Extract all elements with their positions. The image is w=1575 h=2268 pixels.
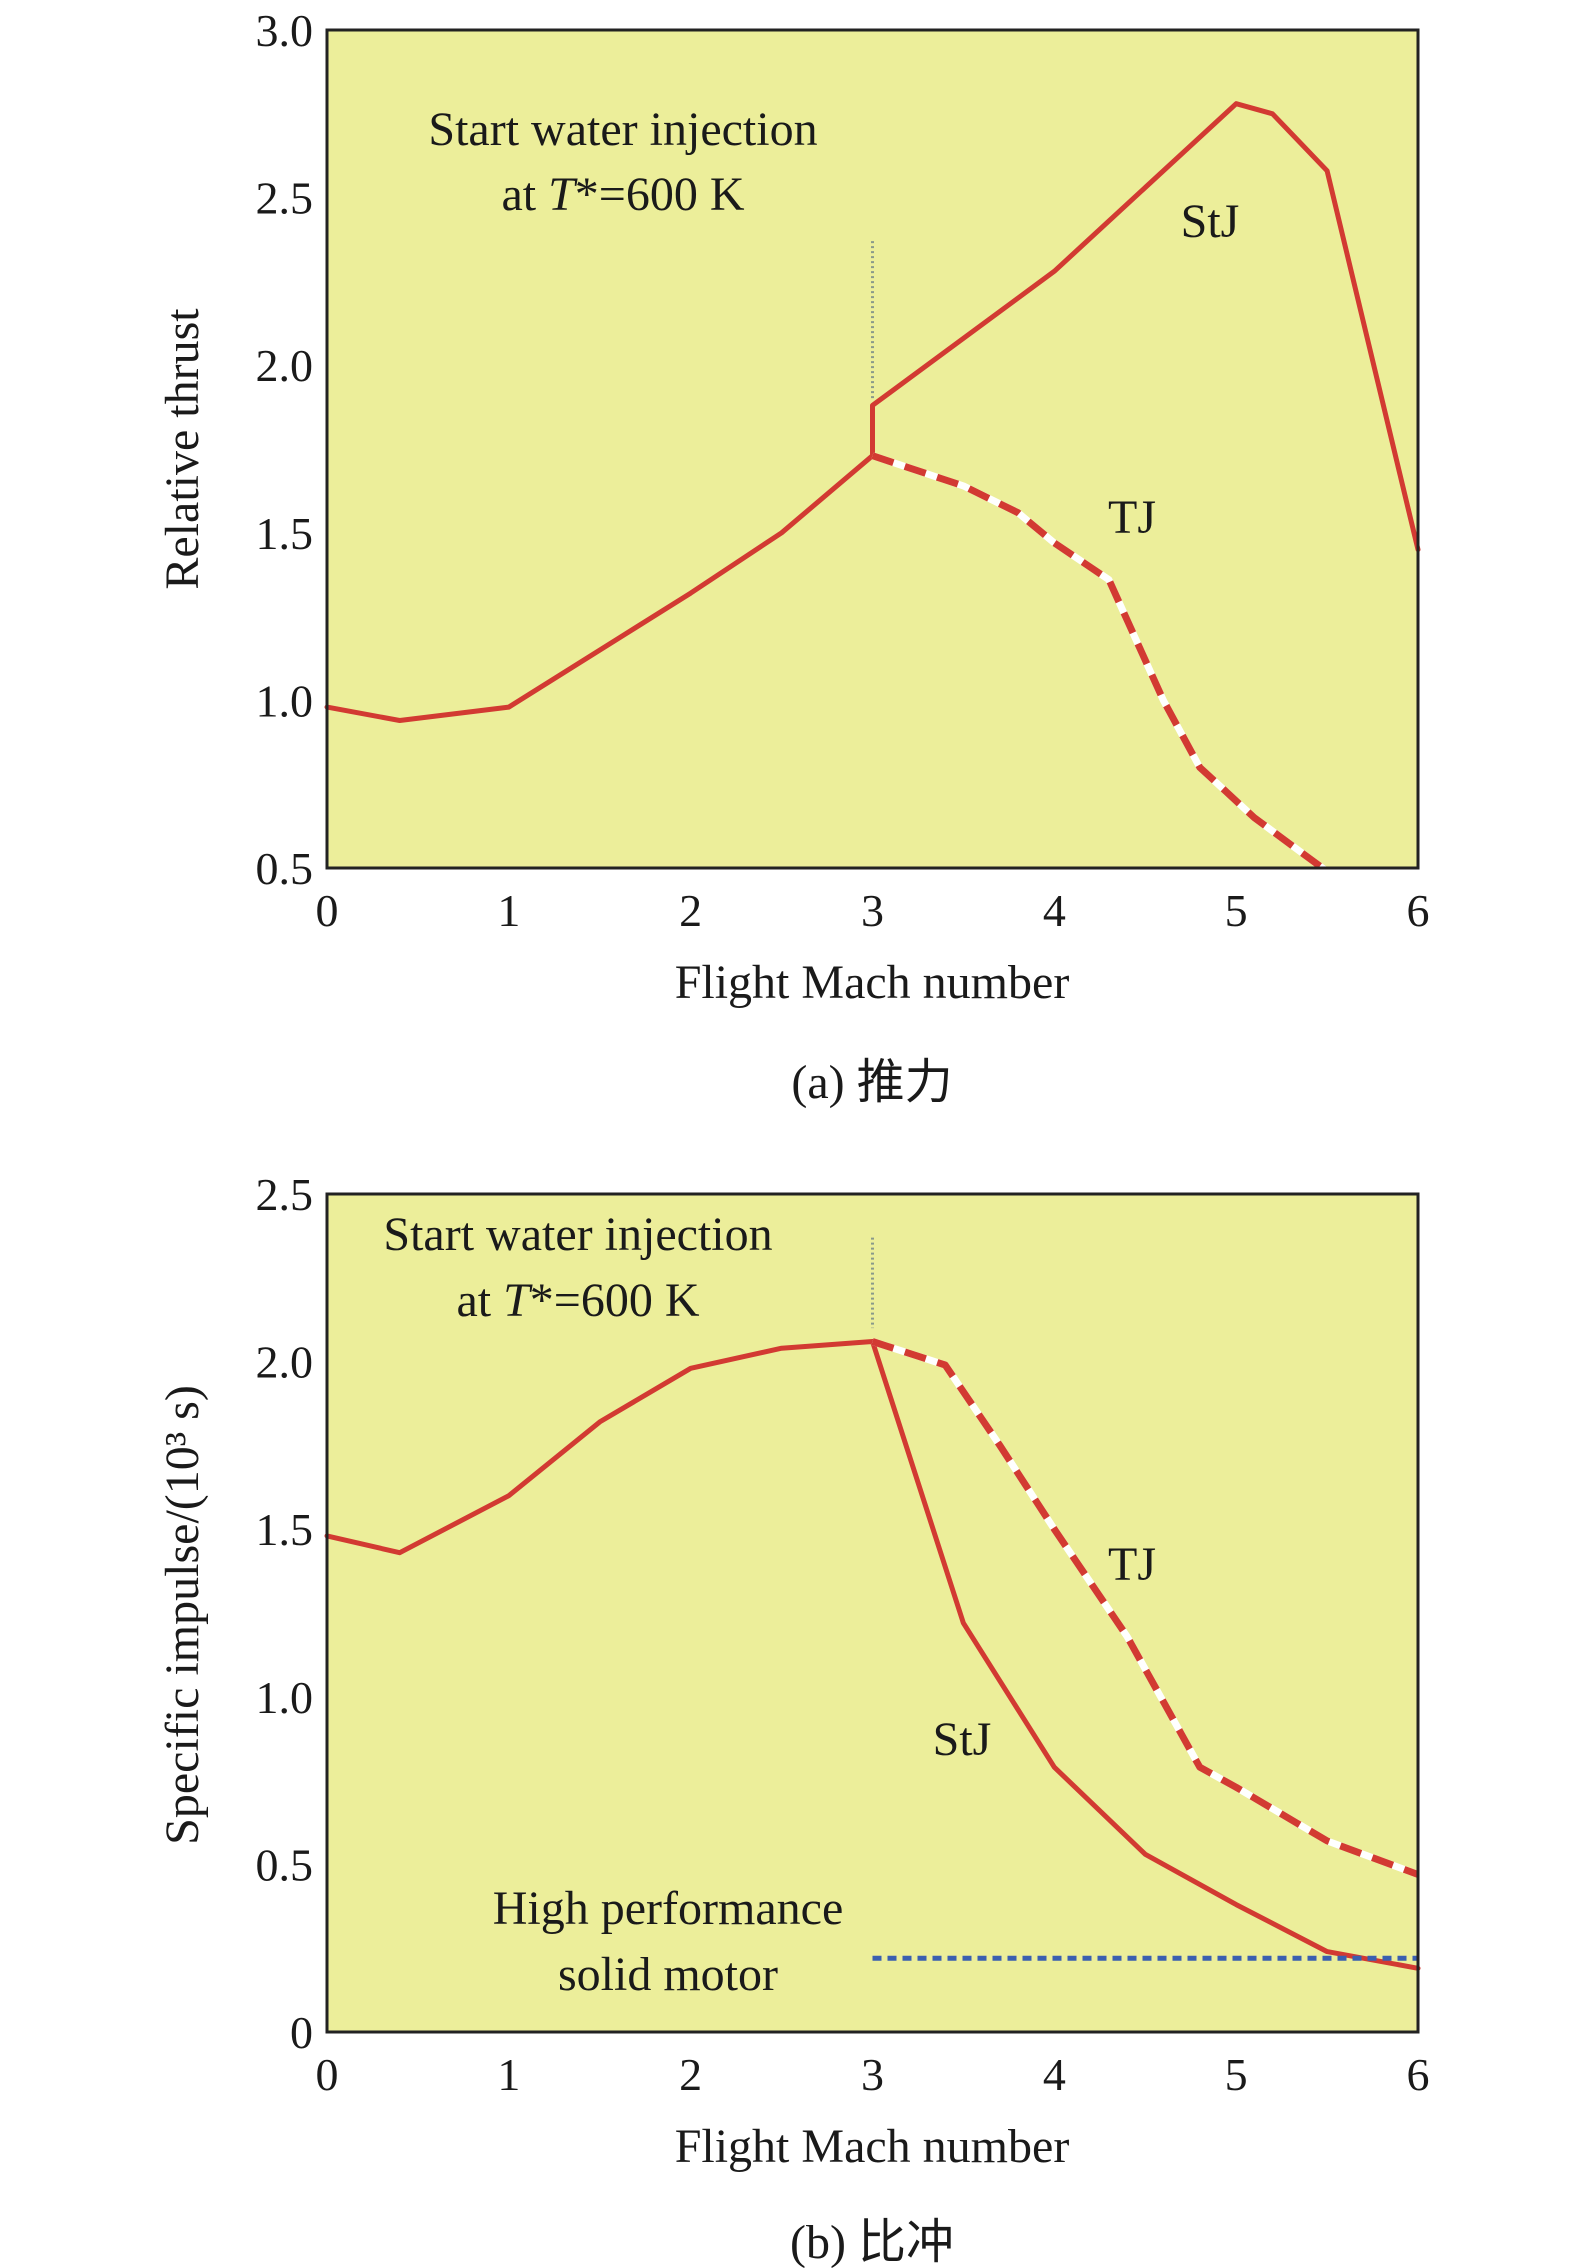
annotation-line2: at T*=600 K [456,1274,699,1327]
x-tick-label: 3 [861,2049,884,2100]
y-axis-label: Relative thrust [156,308,209,590]
series-tj-line [871,452,1330,875]
y-tick-label: 2.0 [256,340,314,391]
y-tick-label: 1.0 [256,1672,314,1723]
series-label-stj: StJ [1181,195,1240,248]
annotation-line1: Start water injection [428,103,817,156]
x-tick-label: 5 [1225,885,1248,936]
x-tick-label: 0 [316,2049,339,2100]
x-tick-label: 5 [1225,2049,1248,2100]
y-tick-label: 2.5 [256,1169,314,1220]
y-tick-label: 0 [290,2007,313,2058]
x-tick-label: 4 [1043,885,1066,936]
panel-caption: (b) 比冲 [790,2216,954,2268]
x-tick-label: 2 [679,885,702,936]
x-tick-label: 1 [497,2049,520,2100]
series-label-stj: StJ [933,1713,992,1766]
y-tick-label: 0.5 [256,843,314,894]
y-tick-label: 2.5 [256,173,314,224]
series-tj-line [871,1338,1420,1878]
y-tick-label: 3.0 [256,5,314,56]
plot-frame [325,28,1420,870]
x-tick-label: 4 [1043,2049,1066,2100]
annotation-line2: at T*=600 K [501,168,744,221]
y-tick-label: 0.5 [256,1839,314,1890]
plot-frame [325,1192,1420,2034]
annotation-line1: Start water injection [383,1208,772,1261]
solid-motor-label-line2: solid motor [558,1948,778,2001]
x-tick-label: 6 [1407,885,1430,936]
y-axis-label: Specific impulse/(10³ s) [156,1385,209,1845]
tick-labels: 0 1 2 3 4 5 6 0 0.5 1.0 1.5 2.0 2.5 [256,1169,1430,2100]
panel-caption: (a) 推力 [791,1056,952,1109]
series-stj-line [324,101,1421,723]
series-label-tj: TJ [1108,1538,1156,1591]
y-tick-label: 2.0 [256,1337,314,1388]
x-tick-label: 6 [1407,2049,1430,2100]
thrust-chart: 0 1 2 3 4 5 6 0.5 1.0 1.5 2.0 2.5 3.0 Start water in… [156,5,1430,1109]
y-tick-label: 1.5 [256,1504,314,1555]
specific-impulse-chart: 0 1 2 3 4 5 6 0 0.5 1.0 1.5 2.0 2.5 Start water inje… [156,1169,1430,2268]
tick-labels: 0 1 2 3 4 5 6 0.5 1.0 1.5 2.0 2.5 3.0 [256,5,1430,936]
plot-area [327,1194,1418,2032]
series-group [324,101,1421,875]
y-tick-label: 1.0 [256,675,314,726]
x-tick-label: 3 [861,885,884,936]
solid-motor-label-line1: High performance [493,1882,844,1935]
x-tick-label: 1 [497,885,520,936]
series-group [324,1338,1421,1971]
x-tick-label: 2 [679,2049,702,2100]
x-axis-label: Flight Mach number [675,956,1070,1009]
y-tick-label: 1.5 [256,508,314,559]
series-label-tj: TJ [1108,491,1156,544]
x-axis-label: Flight Mach number [675,2120,1070,2173]
x-tick-label: 0 [316,885,339,936]
